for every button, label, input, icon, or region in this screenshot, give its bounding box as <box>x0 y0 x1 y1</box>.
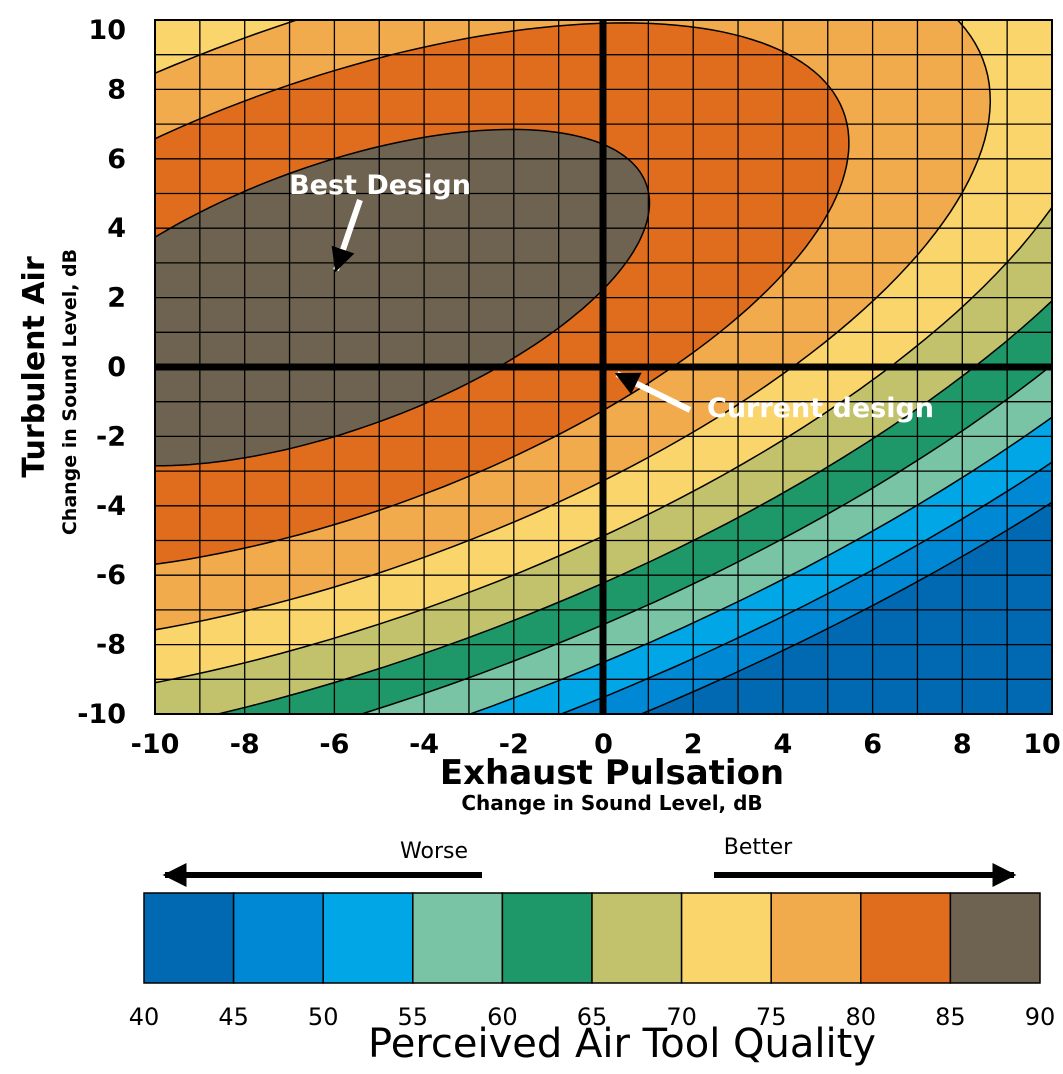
colorbar-swatch <box>860 892 952 984</box>
colorbar-tick-label: 40 <box>129 1003 160 1031</box>
annotation-best-design: Best Design <box>289 170 471 273</box>
colorbar-swatch <box>232 892 324 984</box>
colorbar-swatch <box>949 892 1041 984</box>
x-tick-labels: -10 -8 -6 -4 -2 0 2 4 6 8 10 <box>131 729 1061 760</box>
colorbar-tick-label: 80 <box>846 1003 877 1031</box>
x-axis-label: Exhaust Pulsation <box>440 753 784 793</box>
worse-label: Worse <box>400 839 468 864</box>
current-design-label: Current design <box>707 393 934 424</box>
x-tick-label: 0 <box>594 729 613 760</box>
contour-plot-area <box>154 19 1053 715</box>
colorbar-tick-label: 90 <box>1025 1003 1056 1031</box>
quality-legend: Worse Better 40 45 50 55 60 65 70 75 80 85 90 Perc… <box>129 835 1056 1067</box>
y-tick-label: -8 <box>96 630 126 661</box>
y-tick-labels: 10 8 6 4 2 0 -2 -4 -6 -8 -10 <box>77 15 126 730</box>
x-tick-label: -10 <box>131 729 180 760</box>
colorbar-tick-label: 70 <box>666 1003 697 1031</box>
x-tick-label: -2 <box>499 729 529 760</box>
colorbar-swatch <box>322 892 414 984</box>
x-tick-label: 2 <box>684 729 703 760</box>
x-tick-label: 6 <box>863 729 882 760</box>
annotation-current-design: Current design <box>614 371 934 424</box>
y-tick-label: 6 <box>107 144 126 175</box>
colorbar-tick-label: 50 <box>308 1003 339 1031</box>
colorbar-tick-labels: 40 45 50 55 60 65 70 75 80 85 90 <box>129 1003 1056 1031</box>
y-tick-label: 8 <box>107 74 126 105</box>
x-tick-label: 10 <box>1023 729 1061 760</box>
colorbar-swatch <box>770 892 862 984</box>
colorbar-swatch <box>412 892 504 984</box>
x-axis-sublabel: Change in Sound Level, dB <box>461 791 762 815</box>
y-tick-label: 10 <box>88 15 126 46</box>
y-axis-label: Turbulent Air <box>17 256 52 477</box>
y-tick-label: -10 <box>77 699 126 730</box>
colorbar-tick-label: 65 <box>577 1003 608 1031</box>
y-tick-label: -6 <box>96 560 126 591</box>
x-tick-label: 8 <box>953 729 972 760</box>
colorbar-swatch <box>143 892 235 984</box>
y-axis-sublabel: Change in Sound Level, dB <box>59 249 81 535</box>
y-tick-label: 4 <box>107 213 126 244</box>
colorbar-title: Perceived Air Tool Quality <box>368 1021 876 1067</box>
colorbar-tick-label: 75 <box>756 1003 787 1031</box>
colorbar-swatch <box>501 892 593 984</box>
colorbar-swatch <box>680 892 772 984</box>
colorbar-swatch <box>591 892 683 984</box>
colorbar-tick-label: 55 <box>398 1003 429 1031</box>
y-tick-label: -4 <box>96 491 126 522</box>
y-tick-label: 0 <box>107 352 126 383</box>
best-design-label: Best Design <box>289 170 471 201</box>
y-tick-label: 2 <box>107 283 126 314</box>
x-tick-label: -6 <box>319 729 349 760</box>
y-tick-label: -2 <box>96 421 126 452</box>
x-tick-label: -8 <box>230 729 260 760</box>
colorbar-tick-label: 60 <box>487 1003 518 1031</box>
best-design-arrow <box>331 199 363 273</box>
x-tick-label: -4 <box>409 729 439 760</box>
colorbar-tick-label: 85 <box>935 1003 966 1031</box>
current-design-arrow <box>614 371 692 413</box>
x-tick-label: 4 <box>774 729 793 760</box>
colorbar <box>143 892 1041 984</box>
colorbar-tick-label: 45 <box>218 1003 249 1031</box>
better-label: Better <box>724 835 793 860</box>
